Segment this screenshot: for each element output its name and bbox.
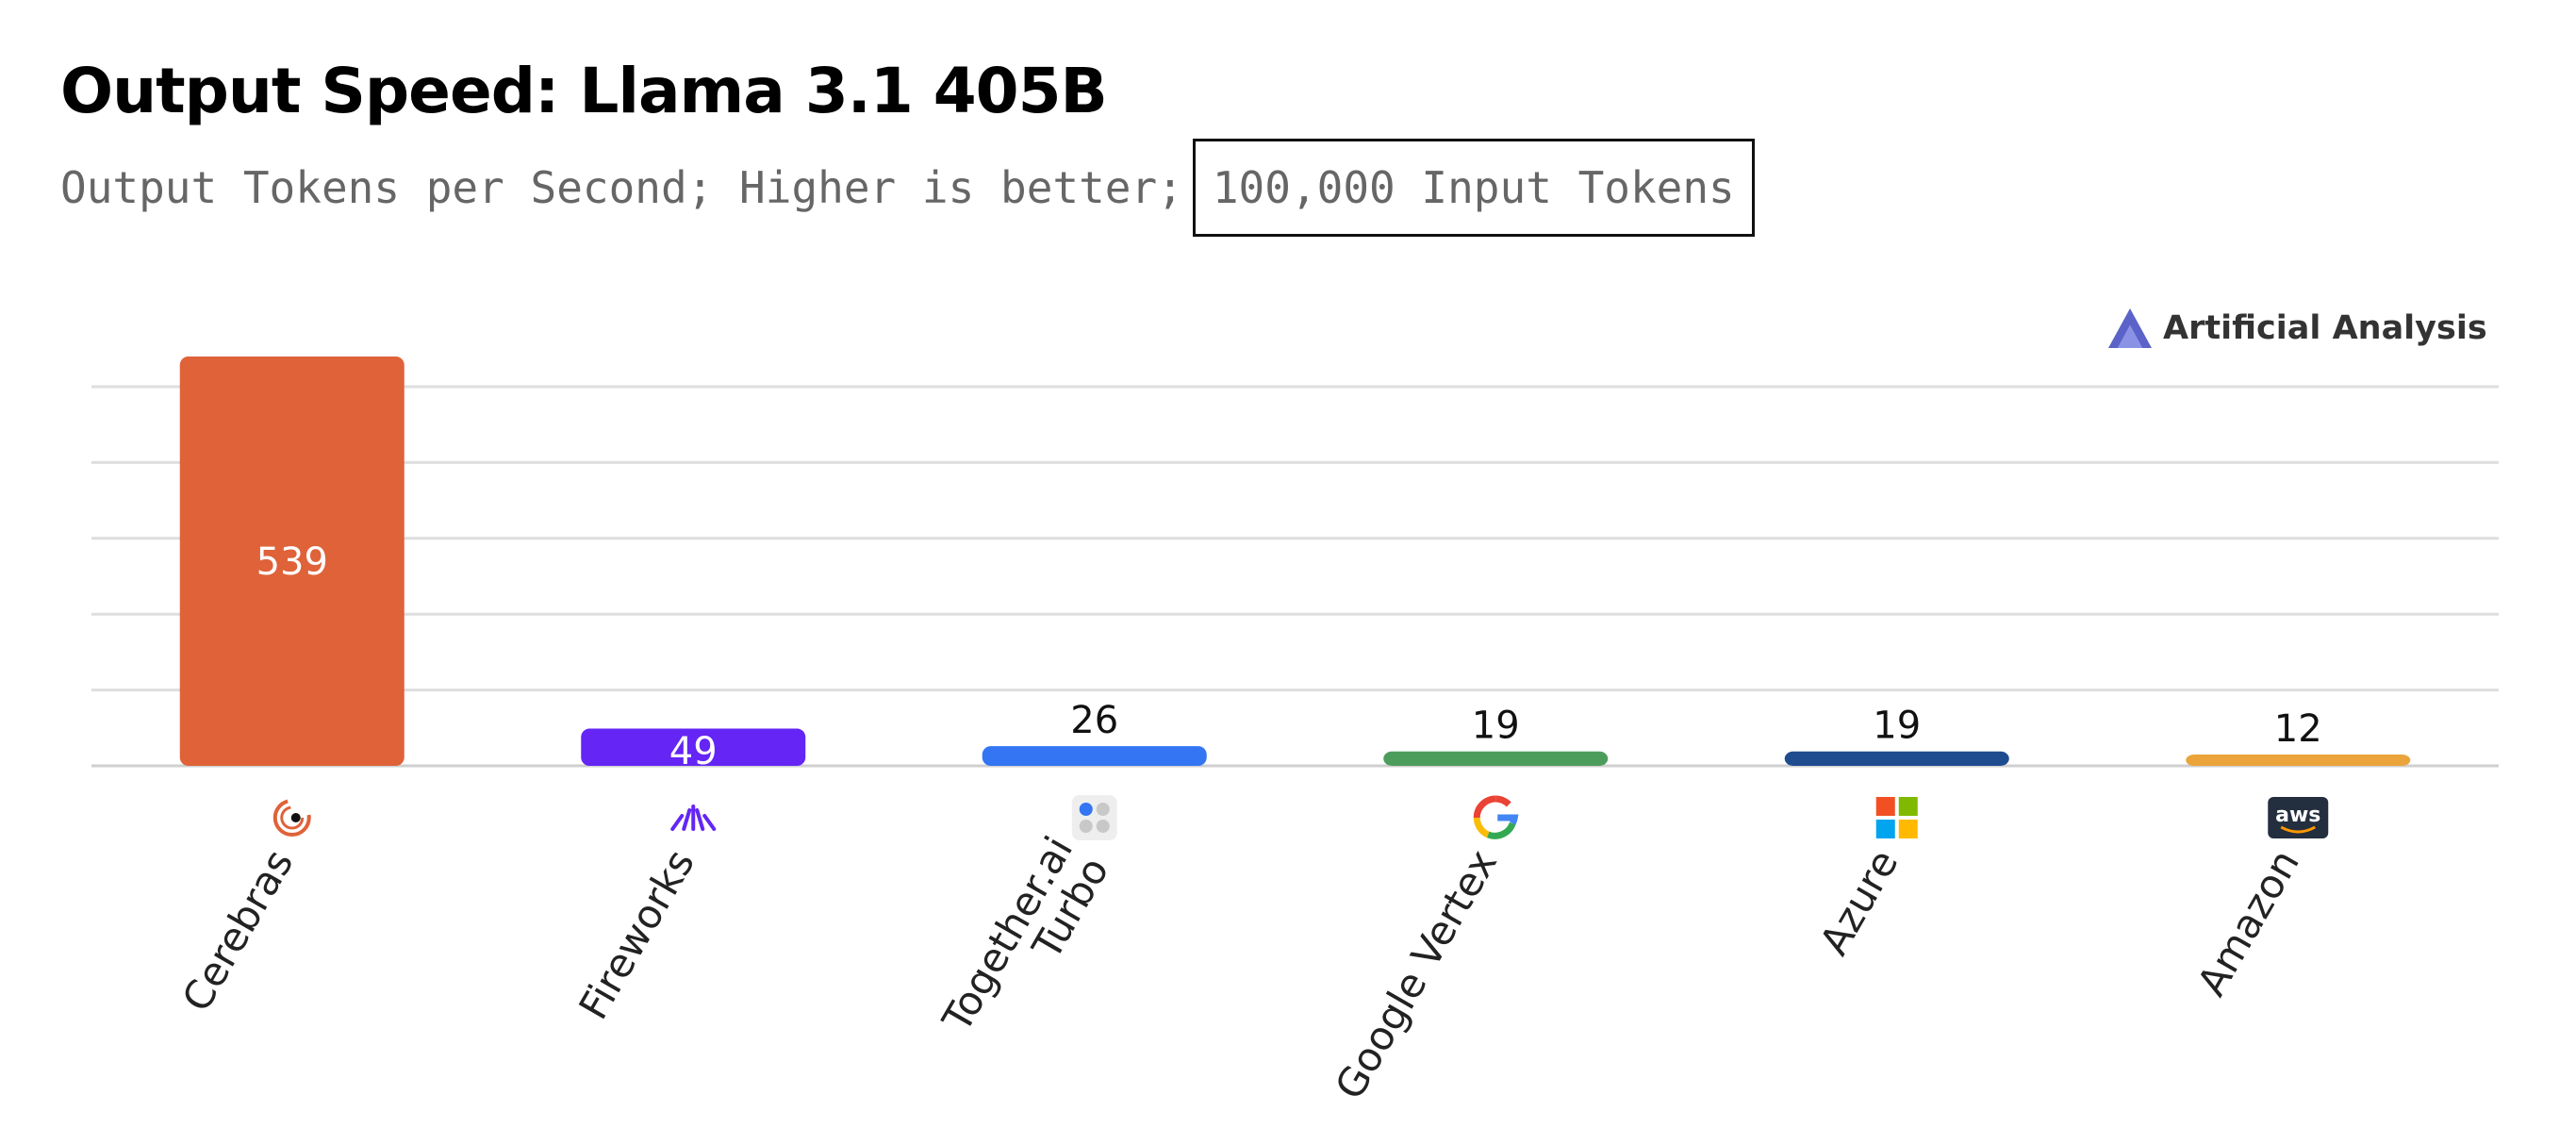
gridlines: [91, 385, 2499, 768]
data-label: 19: [1472, 705, 1520, 748]
x-tick-label: Together.aiTurbo: [933, 829, 1117, 1061]
x-tick-label: Fireworks: [570, 842, 703, 1027]
bar-cerebras[interactable]: [179, 357, 405, 766]
aws-icon: aws: [2268, 797, 2329, 838]
provider-icons: aws: [272, 795, 2329, 840]
input-tokens-selector[interactable]: 100,000 Input Tokens: [1192, 139, 1755, 237]
x-tick-labels: Cerebras Fireworks Together.aiTurbo Google …: [173, 829, 2308, 1107]
brand-watermark: Artificial Analysis: [2106, 307, 2487, 350]
chart-title: Output Speed: Llama 3.1 405B: [60, 55, 1108, 127]
x-tick-label: Amazon: [2188, 842, 2308, 1004]
fireworks-icon: [670, 805, 717, 831]
x-tick-label: Google Vertex: [1326, 842, 1506, 1107]
artificial-analysis-logo-icon: [2108, 308, 2152, 348]
brand-name: Artificial Analysis: [2163, 309, 2487, 347]
cerebras-icon: [272, 799, 311, 837]
data-label: 12: [2274, 707, 2322, 751]
data-label: 49: [669, 730, 718, 773]
bar-fireworks[interactable]: [581, 728, 806, 766]
bar-azure[interactable]: [1784, 751, 2009, 766]
bars: [179, 357, 2411, 766]
subtitle-text: Output Tokens per Second; Higher is bett…: [60, 162, 1183, 213]
data-label: 539: [256, 540, 328, 584]
svg-text:aws: aws: [2275, 804, 2320, 827]
chart-subtitle: Output Tokens per Second; Higher is bett…: [60, 139, 1755, 237]
bar-google-vertex[interactable]: [1383, 751, 1609, 766]
together-ai-icon: [1071, 795, 1117, 840]
bar-together-ai-turbo[interactable]: [982, 746, 1207, 766]
microsoft-icon: [1875, 797, 1918, 838]
x-tick-label: Azure: [1810, 842, 1907, 963]
x-tick-label: Cerebras: [173, 842, 303, 1020]
bar-amazon[interactable]: [2186, 755, 2411, 766]
google-icon: [1473, 795, 1519, 839]
data-labels: 539 49 26 19 19 12: [256, 540, 2322, 773]
data-label: 26: [1070, 699, 1118, 742]
data-label: 19: [1873, 705, 1921, 748]
